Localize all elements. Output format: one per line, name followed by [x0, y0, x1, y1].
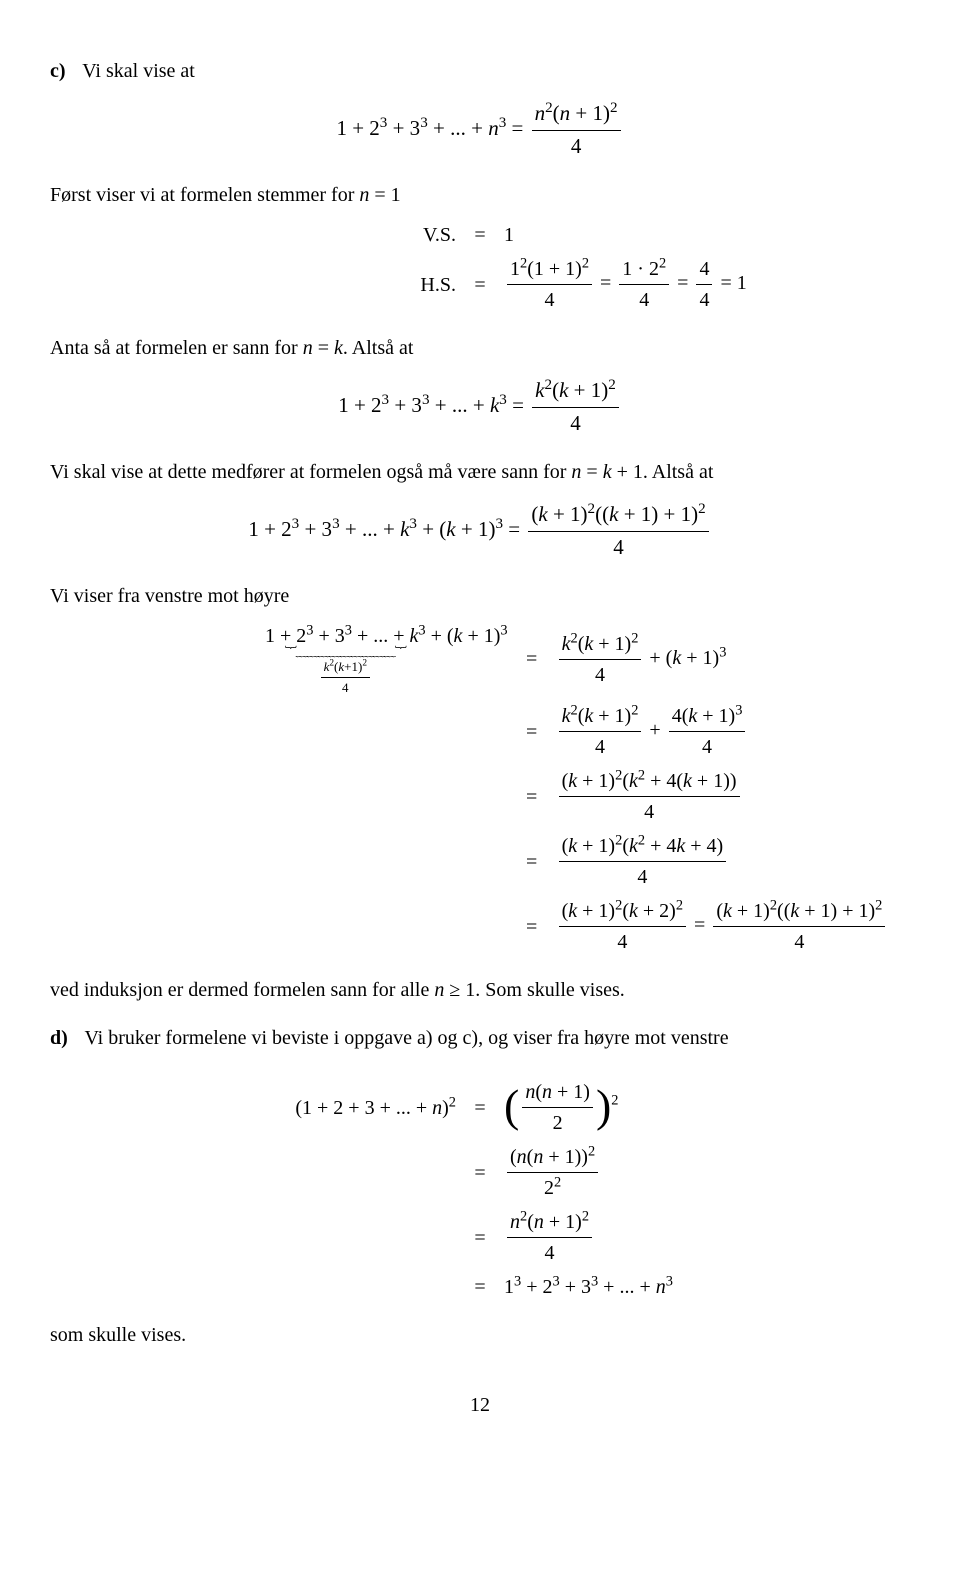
part-c-intro-text: Vi skal vise at — [82, 60, 195, 82]
para-assume: Anta så at formelen er sann for n = k. A… — [50, 333, 910, 363]
part-d-label: d) — [50, 1027, 68, 1049]
para-leftright: Vi viser fra venstre mot høyre — [50, 581, 910, 611]
part-c-label: c) — [50, 60, 66, 82]
eq-c3: 1 + 23 + 33 + ... + k3 + (k + 1)3 = (k +… — [50, 499, 910, 563]
eq-c1: 1 + 23 + 33 + ... + n3 = n2(n + 1)24 — [50, 98, 910, 162]
page: c) Vi skal vise at 1 + 23 + 33 + ... + n… — [0, 0, 960, 1460]
eq-chain: 1 + 23 + 33 + ... + k3 ︸﹏﹏﹏﹏﹏﹏﹏﹏﹏︸ k2(k+… — [50, 621, 910, 957]
part-c-intro: c) Vi skal vise at — [50, 56, 910, 86]
part-d-intro-text: Vi bruker formelene vi beviste i oppgave… — [84, 1027, 728, 1049]
page-number: 12 — [50, 1390, 910, 1420]
part-d-intro: d) Vi bruker formelene vi beviste i oppg… — [50, 1023, 910, 1053]
para-closing-d: som skulle vises. — [50, 1320, 910, 1350]
eq-vs-hs: V.S. = 1 H.S. = 12(1 + 1)24 = 1 · 224 = … — [50, 220, 910, 315]
para-first: Først viser vi at formelen stemmer for n… — [50, 180, 910, 210]
eq-c2: 1 + 23 + 33 + ... + k3 = k2(k + 1)24 — [50, 375, 910, 439]
para-conclusion-c: ved induksjon er dermed formelen sann fo… — [50, 975, 910, 1005]
para-show: Vi skal vise at dette medfører at formel… — [50, 457, 910, 487]
eq-d-chain: (1 + 2 + 3 + ... + n)2 = (n(n + 1)2)2 = … — [50, 1077, 910, 1302]
